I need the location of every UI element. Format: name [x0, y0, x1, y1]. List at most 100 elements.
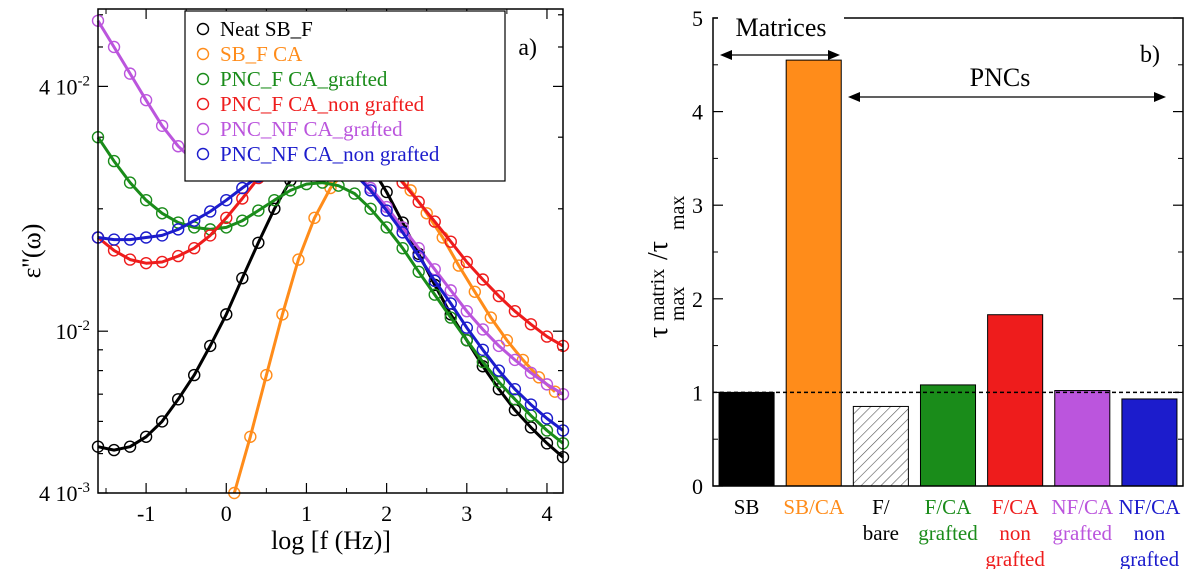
- legend-box: [184, 10, 506, 182]
- x-tick-label: -1: [137, 501, 155, 526]
- data-point: [524, 318, 538, 331]
- data-point: [188, 368, 201, 382]
- data-point: [308, 211, 321, 225]
- matrices-annotation: Matrices: [718, 12, 844, 60]
- data-point: [476, 323, 490, 336]
- bar-sb: [718, 391, 775, 487]
- legend-label: PNC_NF CA_grafted: [220, 117, 403, 141]
- data-point: [252, 204, 265, 217]
- data-point: [476, 273, 490, 286]
- data-point: [268, 193, 281, 207]
- legend-label: SB_F CA: [220, 42, 303, 66]
- bar-f-ca-non-grafted: [987, 314, 1044, 487]
- data-point: [444, 297, 457, 310]
- x-tick-label: 4: [541, 501, 552, 526]
- data-point: [236, 181, 249, 195]
- data-point: [508, 304, 522, 318]
- data-point: [171, 393, 185, 406]
- svg-text:/τ: /τ: [643, 241, 674, 260]
- data-point: [444, 311, 457, 324]
- data-point: [380, 204, 393, 217]
- x-tick-label: 0: [221, 501, 232, 526]
- data-point: [155, 207, 169, 220]
- data-point: [524, 421, 538, 434]
- legend-item: SB_F CA: [196, 42, 303, 66]
- data-point: [107, 40, 121, 54]
- panel-b-label: b): [1140, 42, 1160, 68]
- data-point: [155, 119, 169, 132]
- bar-f-bare: [852, 405, 909, 487]
- data-point: [348, 187, 361, 200]
- y-tick-label: 2: [692, 287, 703, 312]
- legend-item: PNC_F CA_non grafted: [196, 92, 425, 116]
- svg-text:matrix: matrix: [647, 269, 669, 321]
- category-label: grafted: [985, 547, 1045, 569]
- data-point: [492, 289, 506, 303]
- data-point: [220, 308, 233, 321]
- data-point: [139, 93, 153, 107]
- bar-f-ca-grafted: [919, 384, 977, 487]
- data-point: [284, 184, 297, 197]
- data-point: [204, 229, 217, 242]
- data-point: [107, 154, 121, 168]
- legend-item: PNC_F CA_grafted: [196, 67, 388, 91]
- data-point: [380, 185, 393, 199]
- category-label: NF/CA: [1118, 495, 1181, 519]
- category-label: F/CA: [925, 495, 973, 519]
- y-tick-label: 4: [692, 100, 703, 125]
- data-point: [524, 398, 538, 411]
- legend-item: PNC_NF CA_non grafted: [196, 142, 440, 166]
- category-label: grafted: [918, 521, 978, 545]
- data-point: [155, 415, 169, 428]
- svg-text:max: max: [667, 196, 689, 230]
- data-point: [268, 202, 281, 215]
- data-point: [484, 311, 498, 324]
- data-point: [468, 285, 482, 298]
- data-point: [396, 226, 409, 239]
- panel-a-label: a): [518, 35, 537, 61]
- data-point: [444, 284, 457, 297]
- data-point: [404, 184, 417, 197]
- category-label: bare: [863, 521, 899, 545]
- data-point: [540, 330, 554, 343]
- data-point: [220, 211, 233, 225]
- legend-marker: [196, 47, 210, 61]
- data-point: [364, 184, 377, 197]
- data-point: [540, 424, 554, 437]
- svg-text:τ: τ: [643, 327, 674, 338]
- data-point: [139, 256, 153, 270]
- category-label: non: [1134, 521, 1166, 545]
- data-point: [123, 440, 137, 453]
- series-pnc-f-ca-grafted: [91, 130, 570, 450]
- y-tick-label: 5: [692, 6, 703, 31]
- data-point: [492, 339, 506, 353]
- data-point: [540, 412, 554, 425]
- data-point: [492, 364, 506, 377]
- data-point: [396, 241, 409, 255]
- data-point: [171, 223, 185, 236]
- data-point: [460, 255, 473, 269]
- data-point: [364, 202, 377, 215]
- y-tick-label: 1: [692, 380, 703, 405]
- data-point: [252, 236, 265, 249]
- panel-a: -1 0 1 2 3 4 4 10-3 10-2 4 10-2 log [f (Hz)] ε'…: [17, 8, 570, 555]
- bar-nf-ca-non-grafted: [1121, 398, 1178, 487]
- data-point: [476, 343, 490, 356]
- panel-b-frame: [712, 17, 1184, 487]
- svg-text:max: max: [667, 287, 689, 321]
- legend-marker: [196, 72, 210, 86]
- data-point: [139, 193, 153, 207]
- data-point: [292, 253, 305, 266]
- data-point: [123, 67, 137, 80]
- fit-line: [232, 159, 556, 494]
- panel-a-ylabel: ε''(ω): [17, 224, 46, 279]
- data-point: [460, 334, 473, 347]
- x-tick-label: 1: [301, 501, 312, 526]
- data-point: [123, 253, 137, 266]
- data-point: [428, 274, 441, 288]
- data-point: [420, 207, 433, 220]
- pncs-label: PNCs: [970, 63, 1031, 92]
- bar-nf-ca-grafted: [1054, 390, 1111, 487]
- category-label: NF/CA: [1051, 495, 1114, 519]
